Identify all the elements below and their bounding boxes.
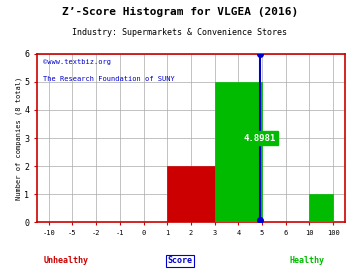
Text: Z’-Score Histogram for VLGEA (2016): Z’-Score Histogram for VLGEA (2016): [62, 7, 298, 17]
Text: Healthy: Healthy: [289, 256, 324, 265]
Text: Score: Score: [167, 256, 193, 265]
Bar: [215, 82, 262, 222]
Bar: [167, 166, 215, 222]
Text: Unhealthy: Unhealthy: [43, 256, 88, 265]
Text: The Research Foundation of SUNY: The Research Foundation of SUNY: [43, 76, 175, 82]
Text: ©www.textbiz.org: ©www.textbiz.org: [43, 59, 111, 65]
Text: 4.8981: 4.8981: [243, 134, 276, 143]
Bar: [310, 194, 333, 222]
Y-axis label: Number of companies (8 total): Number of companies (8 total): [15, 76, 22, 200]
Text: Industry: Supermarkets & Convenience Stores: Industry: Supermarkets & Convenience Sto…: [72, 28, 288, 37]
